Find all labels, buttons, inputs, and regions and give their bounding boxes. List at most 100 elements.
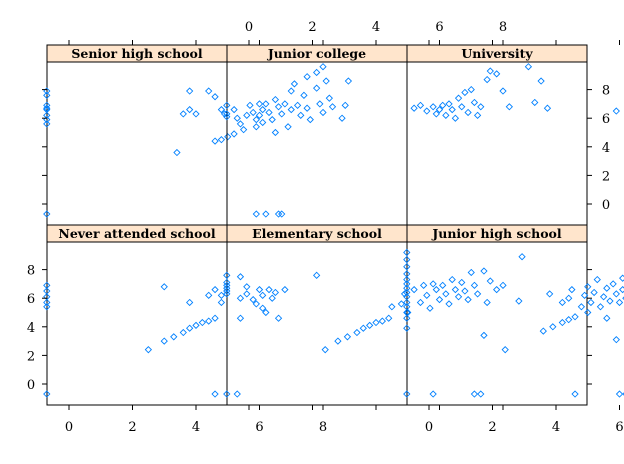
data-point bbox=[322, 77, 330, 85]
data-point bbox=[615, 390, 624, 398]
data-point bbox=[303, 73, 311, 81]
data-point bbox=[501, 346, 509, 354]
data-point bbox=[271, 128, 280, 137]
data-point bbox=[255, 111, 264, 119]
panel-title: Junior college bbox=[267, 46, 366, 61]
data-point bbox=[524, 63, 533, 71]
data-point bbox=[404, 308, 412, 317]
data-point bbox=[243, 283, 251, 291]
data-point bbox=[255, 285, 264, 294]
x-tick-label-bottom: 8 bbox=[319, 420, 327, 435]
data-point bbox=[480, 331, 488, 340]
data-point bbox=[619, 285, 624, 294]
data-point bbox=[372, 318, 380, 327]
data-point bbox=[211, 137, 219, 145]
data-point bbox=[403, 255, 411, 264]
data-point bbox=[596, 303, 605, 311]
data-point bbox=[319, 63, 327, 71]
panel-frame bbox=[406, 61, 588, 226]
y-tick-label-left: 8 bbox=[27, 264, 35, 279]
data-point bbox=[423, 291, 431, 299]
data-point bbox=[477, 390, 485, 398]
data-point bbox=[442, 111, 450, 119]
data-point bbox=[233, 114, 241, 122]
data-point bbox=[239, 126, 248, 134]
x-tick-label-bottom: 0 bbox=[425, 420, 433, 435]
data-point bbox=[429, 280, 437, 288]
data-point bbox=[461, 88, 469, 97]
data-point bbox=[612, 290, 620, 298]
data-point bbox=[43, 303, 51, 311]
data-point bbox=[571, 390, 579, 398]
data-point bbox=[419, 281, 428, 289]
data-point bbox=[612, 107, 620, 115]
data-point bbox=[378, 317, 386, 325]
data-point bbox=[499, 281, 507, 289]
data-point bbox=[403, 284, 411, 292]
panel-never-attended-school: Never attended school bbox=[43, 224, 321, 406]
data-point bbox=[281, 285, 289, 294]
data-point bbox=[499, 87, 507, 95]
data-point bbox=[483, 75, 491, 84]
data-point bbox=[243, 111, 251, 119]
data-point bbox=[211, 285, 219, 294]
data-point bbox=[568, 285, 576, 294]
x-tick-label-bottom: 6 bbox=[615, 420, 623, 435]
data-point bbox=[259, 304, 267, 312]
data-point bbox=[543, 104, 552, 112]
panel-title: Elementary school bbox=[252, 226, 382, 241]
data-point bbox=[262, 308, 270, 317]
data-point bbox=[344, 77, 353, 85]
data-point bbox=[334, 337, 342, 345]
panel-title: Junior high school bbox=[431, 226, 562, 241]
data-point bbox=[249, 295, 257, 304]
data-point bbox=[445, 100, 453, 108]
data-point bbox=[271, 95, 280, 104]
data-point bbox=[454, 293, 463, 301]
data-point bbox=[217, 298, 226, 307]
data-point bbox=[416, 298, 425, 307]
data-point bbox=[230, 105, 238, 114]
data-point bbox=[423, 107, 431, 115]
data-point bbox=[170, 333, 178, 341]
data-point bbox=[211, 314, 219, 322]
data-point bbox=[467, 85, 475, 94]
panel-frame bbox=[226, 61, 408, 226]
data-point bbox=[451, 114, 460, 122]
panel-elementary-school: Elementary school bbox=[223, 224, 526, 406]
data-point bbox=[442, 290, 450, 298]
data-point bbox=[403, 298, 411, 307]
data-point bbox=[580, 291, 589, 299]
data-point bbox=[173, 148, 181, 157]
y-tick-label-right: 2 bbox=[602, 169, 610, 184]
data-point bbox=[565, 294, 573, 302]
data-point bbox=[612, 336, 620, 344]
data-point bbox=[458, 278, 466, 287]
data-point bbox=[537, 77, 545, 85]
data-point bbox=[223, 390, 231, 398]
data-point bbox=[577, 303, 586, 311]
x-tick-label-bottom: 6 bbox=[255, 420, 263, 435]
data-point bbox=[259, 118, 267, 127]
data-point bbox=[43, 104, 51, 112]
data-point bbox=[265, 108, 273, 117]
data-point bbox=[486, 67, 494, 75]
data-point bbox=[385, 314, 393, 322]
data-point bbox=[473, 290, 482, 298]
x-tick-label-bottom: 4 bbox=[192, 420, 200, 435]
data-point bbox=[268, 115, 276, 124]
y-tick-label-left: 0 bbox=[27, 378, 35, 393]
data-point bbox=[403, 390, 411, 398]
data-point bbox=[303, 104, 311, 112]
data-point bbox=[448, 105, 456, 114]
data-point bbox=[186, 324, 194, 332]
data-point bbox=[338, 114, 346, 122]
data-point bbox=[603, 314, 611, 322]
data-point bbox=[249, 108, 257, 117]
x-tick-label-bottom: 2 bbox=[128, 420, 136, 435]
data-point bbox=[281, 100, 289, 108]
data-point bbox=[316, 100, 324, 108]
data-point bbox=[300, 91, 308, 99]
data-point bbox=[223, 110, 231, 118]
data-point bbox=[388, 303, 396, 311]
